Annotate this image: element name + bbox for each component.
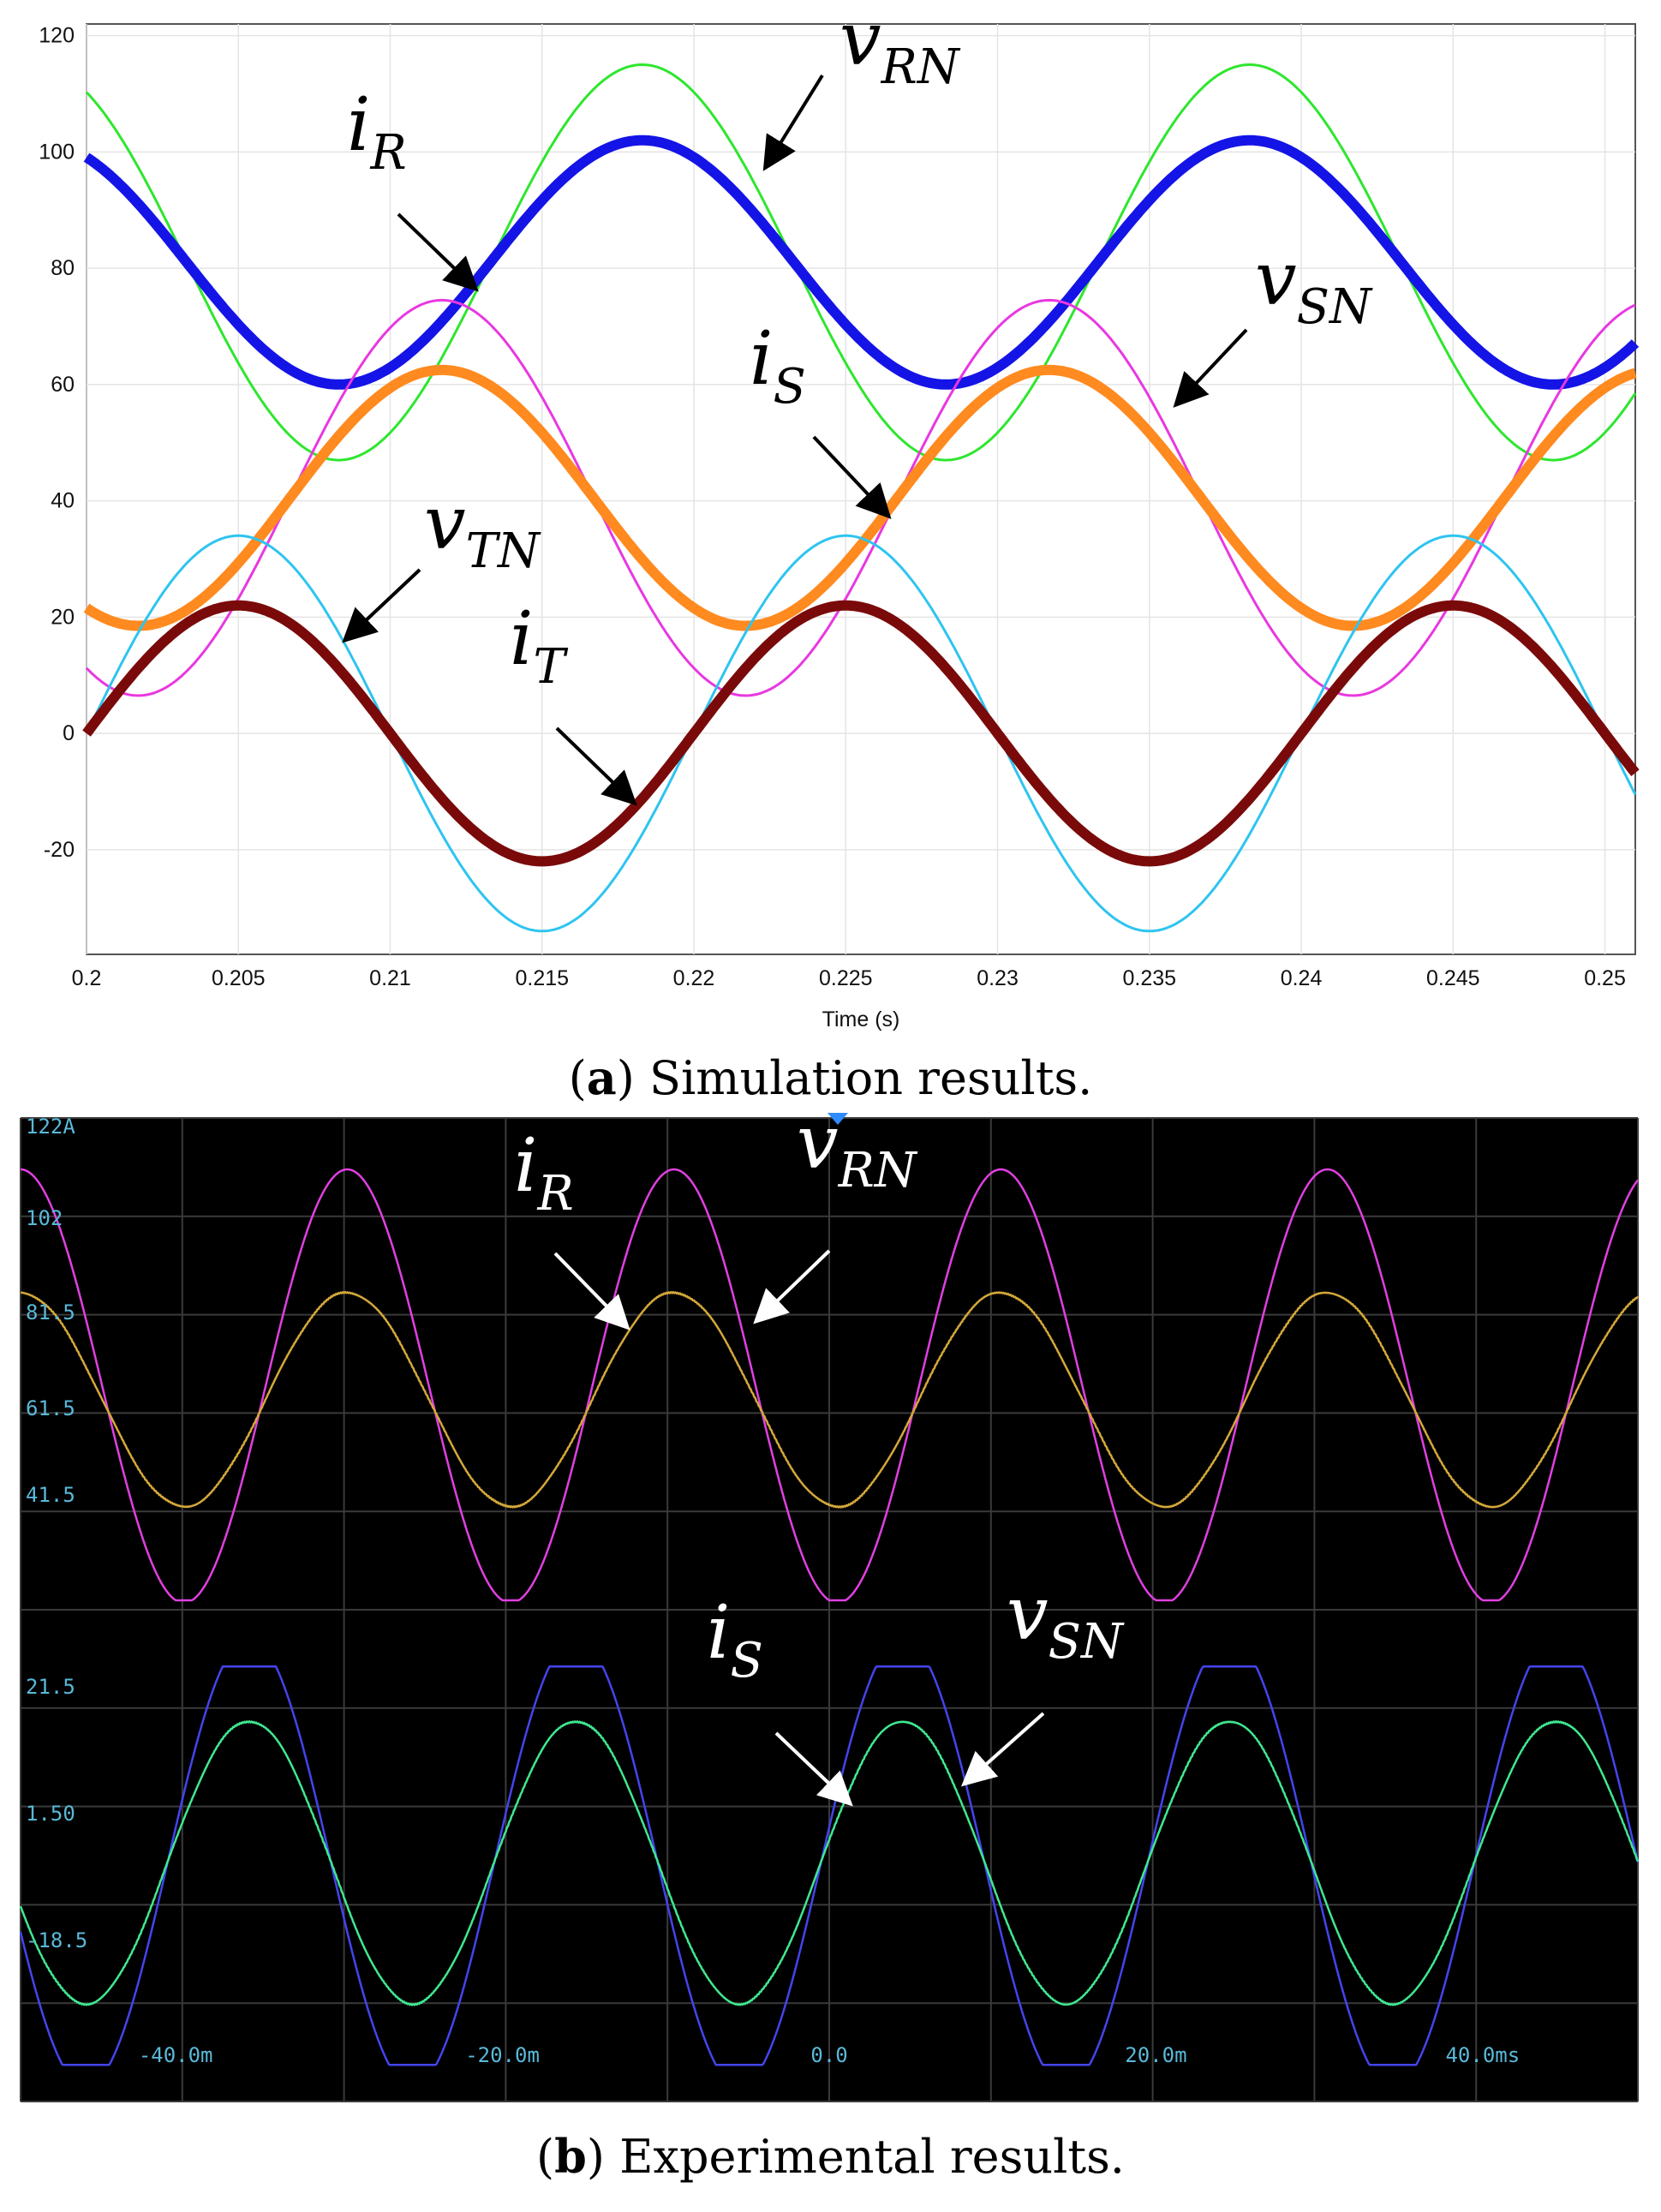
scope-y-tick-label: 122A	[26, 1115, 75, 1139]
sim-x-tick-label: 0.25	[1584, 966, 1626, 990]
svg-text:iT: iT	[510, 596, 569, 695]
sim-x-axis-label: Time (s)	[822, 1007, 900, 1031]
sim-series-v-tn	[85, 534, 1637, 933]
svg-text:vRN: vRN	[839, 0, 961, 95]
scope-trigger-marker	[828, 1113, 848, 1125]
scope-x-tick-label: -20.0m	[465, 2043, 540, 2067]
simulation-chart: 120 100 80 60 40 20 0 -20 0.2 0.205 0.21 0.215 0.22…	[39, 0, 1640, 1031]
arrow-exp-i-s	[774, 1731, 853, 1807]
sim-y-tick-label: 0	[63, 721, 75, 745]
scope-y-ticks: 122A 102 81.5 61.5 41.5 21.5 1.50 -18.5	[26, 1115, 87, 1952]
annotation-exp-v-rn: vRN	[753, 1109, 918, 1324]
sim-series-v-sn	[85, 298, 1636, 697]
arrow-v-rn	[762, 74, 824, 171]
scope-series-i-s	[19, 1720, 1640, 2006]
sim-x-tick-label: 0.24	[1281, 966, 1323, 990]
sim-series-v-rn	[85, 63, 1637, 462]
sim-x-tick-label: 0.205	[212, 966, 266, 990]
sim-y-tick-label: 40	[51, 489, 75, 513]
caption-b: (b) Experimental results.	[536, 2129, 1125, 2184]
scope-x-tick-label: 20.0m	[1125, 2043, 1186, 2067]
arrow-i-t	[555, 726, 637, 806]
sim-y-ticks: 120 100 80 60 40 20 0 -20	[39, 24, 75, 862]
scope-y-tick-label: 41.5	[26, 1483, 75, 1507]
sim-series-i-t	[82, 600, 1640, 867]
scope-y-tick-label: 21.5	[26, 1675, 75, 1699]
scope-series-group	[19, 1168, 1640, 2066]
arrow-exp-v-sn	[961, 1712, 1045, 1787]
annotation-i-t: iT	[510, 596, 637, 806]
sim-x-tick-label: 0.245	[1426, 966, 1480, 990]
annotation-i-s: iS	[750, 316, 892, 519]
svg-text:vSN: vSN	[1007, 1571, 1125, 1670]
sim-y-tick-label: 20	[51, 605, 75, 629]
sim-y-tick-label: 60	[51, 373, 75, 397]
annotation-v-rn: vRN	[762, 0, 961, 171]
scope-series-i-r	[20, 1290, 1640, 1509]
scope-y-tick-label: 81.5	[26, 1300, 75, 1324]
scope-x-ticks: -40.0m -20.0m 0.0 20.0m 40.0ms	[139, 2043, 1520, 2067]
sim-y-tick-label: -20	[44, 838, 75, 862]
svg-text:vRN: vRN	[797, 1109, 918, 1199]
sim-y-tick-label: 80	[51, 256, 75, 280]
sim-y-tick-label: 120	[39, 24, 75, 48]
scope-x-tick-label: 40.0ms	[1445, 2043, 1520, 2067]
svg-text:iR: iR	[514, 1123, 574, 1222]
scope-x-tick-label: 0.0	[810, 2043, 847, 2067]
svg-text:iS: iS	[750, 316, 806, 415]
arrow-i-r	[397, 212, 479, 292]
svg-text:iS: iS	[707, 1590, 763, 1689]
annotation-exp-v-sn: vSN	[961, 1571, 1125, 1787]
sim-x-tick-label: 0.22	[673, 966, 715, 990]
arrow-v-sn	[1173, 328, 1248, 408]
arrow-exp-v-rn	[753, 1249, 831, 1324]
sim-y-tick-label: 100	[39, 140, 75, 164]
annotation-v-tn: vTN	[342, 481, 541, 643]
scope-series-v-rn	[20, 1168, 1640, 1602]
arrow-exp-i-r	[553, 1252, 630, 1330]
sim-x-tick-label: 0.235	[1123, 966, 1177, 990]
annotation-exp-i-s: iS	[707, 1590, 853, 1807]
sim-series-group	[82, 63, 1640, 933]
sim-x-tick-label: 0.225	[819, 966, 873, 990]
scope-y-tick-label: 102	[26, 1206, 63, 1230]
sim-x-tick-label: 0.21	[369, 966, 411, 990]
scope-y-tick-label: -18.5	[26, 1928, 87, 1952]
scope-y-tick-label: 61.5	[26, 1396, 75, 1420]
arrow-v-tn	[342, 568, 421, 643]
annotation-exp-i-r: iR	[514, 1123, 630, 1330]
arrow-i-s	[812, 435, 892, 519]
annotation-v-sn: vSN	[1173, 236, 1373, 408]
sim-x-tick-label: 0.2	[72, 966, 102, 990]
scope-y-tick-label: 1.50	[26, 1802, 75, 1826]
sim-x-ticks: 0.2 0.205 0.21 0.215 0.22 0.225 0.23 0.235 0.24 0…	[72, 966, 1626, 990]
scope-series-v-sn	[19, 1665, 1640, 2066]
svg-text:iR: iR	[347, 82, 407, 181]
annotation-i-r: iR	[347, 82, 479, 292]
sim-x-tick-label: 0.215	[515, 966, 569, 990]
svg-text:vTN: vTN	[424, 481, 541, 579]
sim-series-i-s	[83, 364, 1639, 631]
sim-series-i-r	[83, 135, 1640, 390]
caption-a: (a) Simulation results.	[568, 1050, 1093, 1105]
scope-x-tick-label: -40.0m	[139, 2043, 213, 2067]
svg-text:vSN: vSN	[1255, 236, 1373, 335]
sim-x-tick-label: 0.23	[977, 966, 1019, 990]
scope-grid	[20, 1117, 1639, 2102]
